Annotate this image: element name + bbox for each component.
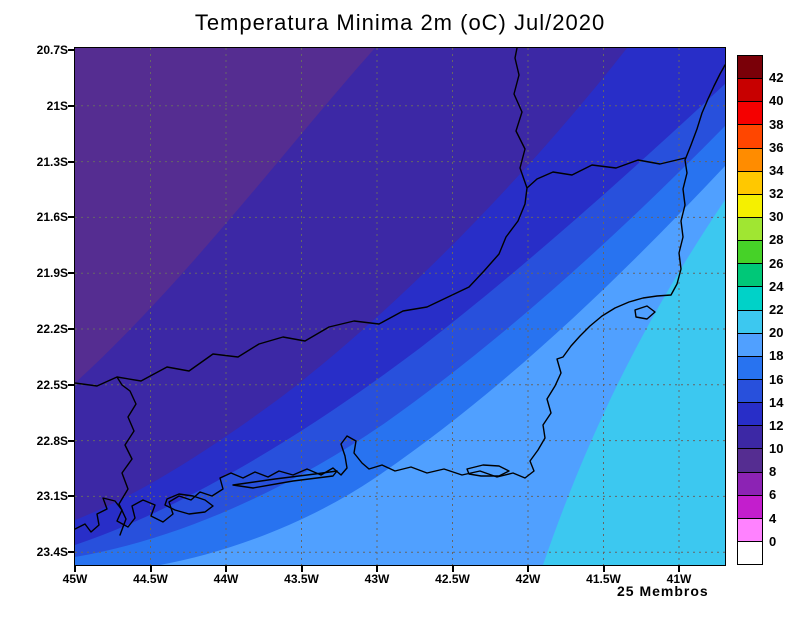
colorbar-label: 40 — [769, 93, 784, 109]
x-axis-label: 41.5W — [586, 572, 621, 586]
colorbar-segment — [738, 263, 762, 287]
colorbar-segment — [738, 216, 762, 241]
colorbar-label: 26 — [769, 255, 784, 271]
colorbar-segment — [738, 471, 762, 495]
colorbar-segment — [738, 332, 762, 356]
x-axis-label: 41W — [666, 572, 692, 586]
colorbar-segment — [738, 425, 762, 449]
marambaia-spit — [232, 470, 338, 489]
y-axis-label: 21.6S — [36, 210, 68, 225]
y-axis-tick — [68, 216, 74, 219]
x-axis-tick — [527, 566, 529, 572]
colorbar-segment — [738, 170, 762, 194]
x-axis-tick — [74, 566, 76, 572]
colorbar-label: 28 — [769, 232, 784, 248]
y-axis-label: 22.2S — [36, 322, 68, 336]
colorbar-segment — [738, 240, 762, 264]
y-axis-label: 22.5S — [36, 377, 68, 392]
x-axis-label: 42W — [515, 572, 541, 586]
colorbar-label: 18 — [769, 348, 784, 364]
coastline-path — [75, 64, 725, 533]
y-axis-tick — [68, 439, 74, 442]
colorbar-segment — [738, 517, 762, 541]
colorbar-label: 38 — [769, 116, 784, 132]
state-borders — [75, 48, 686, 536]
colorbar-label: 10 — [769, 441, 784, 457]
colorbar-label: 6 — [769, 487, 777, 503]
colorbar-segment — [738, 494, 762, 518]
y-axis-tick — [68, 104, 74, 107]
colorbar-label: 30 — [769, 209, 784, 225]
colorbar-label: 12 — [769, 417, 784, 433]
colorbar-label: 34 — [769, 162, 784, 178]
colorbar-segment — [738, 101, 762, 125]
colorbar-label: 42 — [769, 70, 784, 86]
x-axis-tick — [678, 566, 680, 572]
colorbar-segment — [738, 193, 762, 217]
colorbar-label: 4 — [769, 510, 777, 526]
y-axis-label: 21S — [46, 98, 68, 113]
y-axis-label: 23.1S — [36, 489, 68, 504]
y-axis-label: 20.7S — [36, 43, 68, 57]
temp-band-22-24 — [543, 200, 725, 565]
x-axis-label: 44W — [213, 572, 239, 586]
colorbar-label: 16 — [769, 371, 784, 387]
colorbar-segment — [738, 402, 762, 426]
x-axis-tick — [300, 566, 303, 572]
y-axis-label: 23.4S — [36, 545, 68, 560]
y-axis-tick — [68, 383, 74, 386]
colorbar-label: 8 — [769, 464, 777, 480]
x-axis-label: 45W — [62, 572, 88, 586]
colorbar-label: 24 — [769, 278, 784, 294]
colorbar-segment — [738, 56, 762, 79]
y-axis-tick — [68, 328, 74, 330]
ensemble-note: 25 Membros — [617, 583, 709, 599]
colorbar-label: 32 — [769, 186, 784, 202]
colorbar-segment — [738, 124, 762, 148]
colorbar-label: 20 — [769, 325, 784, 341]
colorbar — [737, 55, 763, 565]
y-axis-tick — [68, 49, 74, 51]
x-axis-tick — [149, 566, 152, 572]
x-axis-label: 43.5W — [284, 572, 319, 586]
colorbar-segment — [738, 355, 762, 379]
x-axis-label: 43W — [364, 572, 390, 586]
colorbar-label: 22 — [769, 302, 784, 317]
lagoa-feia — [634, 305, 656, 320]
y-axis-label: 21.9S — [36, 266, 68, 281]
colorbar-segment — [738, 78, 762, 102]
x-axis-tick — [602, 566, 605, 572]
x-axis-label: 44.5W — [133, 572, 168, 586]
y-axis-tick — [68, 551, 74, 554]
y-axis-label: 21.3S — [36, 154, 68, 169]
colorbar-segment — [738, 540, 762, 565]
x-axis-tick — [225, 566, 227, 572]
y-axis-tick — [68, 495, 74, 498]
gridlines — [75, 48, 725, 565]
colorbar-segment — [738, 448, 762, 472]
y-axis-tick — [68, 160, 74, 163]
colorbar-label: 14 — [769, 394, 784, 410]
x-axis-tick — [451, 566, 454, 572]
x-axis-label: 42.5W — [435, 572, 470, 586]
colorbar-segment — [738, 286, 762, 310]
map-plot — [74, 47, 726, 566]
map-svg — [75, 48, 725, 565]
chart-title: Temperatura Minima 2m (oC) Jul/2020 — [194, 10, 606, 35]
y-axis-label: 22.8S — [36, 433, 68, 448]
colorbar-label: 36 — [769, 139, 784, 155]
araruama-lagoon — [466, 464, 510, 477]
coastline — [75, 48, 725, 536]
x-axis-tick — [376, 566, 378, 572]
colorbar-label: 0 — [769, 533, 777, 549]
colorbar-segment — [738, 309, 762, 333]
colorbar-segment — [738, 378, 762, 403]
island-ilha-grande — [164, 493, 214, 515]
y-axis-tick — [68, 272, 74, 275]
colorbar-segment — [738, 147, 762, 171]
